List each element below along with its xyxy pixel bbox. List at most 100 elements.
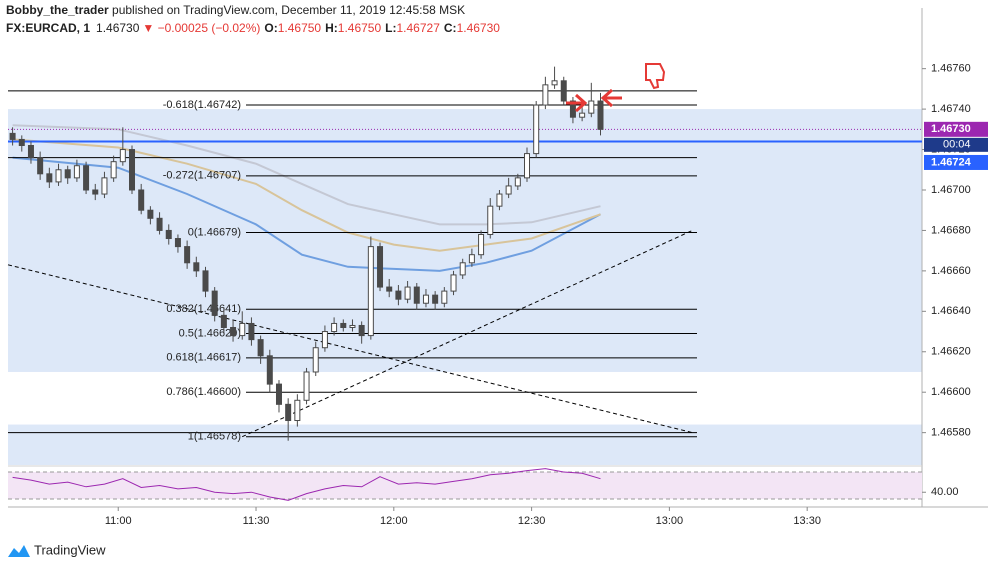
candle-body xyxy=(468,254,475,264)
candle-body xyxy=(147,209,154,219)
candle-body xyxy=(432,294,439,304)
candle-body xyxy=(450,274,457,292)
candle-body xyxy=(542,84,549,106)
open: 1.46750 xyxy=(278,21,322,35)
candle-body xyxy=(569,100,576,118)
x-tick-label: 11:00 xyxy=(105,515,132,527)
y-tick-label: 1.46640 xyxy=(931,305,971,317)
countdown-text: 00:04 xyxy=(943,139,971,151)
fib-label: 1(1.46578) xyxy=(188,431,241,443)
candle-body xyxy=(331,322,338,333)
candle-body xyxy=(551,80,558,86)
last: 1.46730 xyxy=(96,21,140,35)
arrow-right xyxy=(566,93,588,113)
candle-body xyxy=(349,324,356,328)
last-price-label-text: 1.46730 xyxy=(931,123,971,135)
candle-body xyxy=(230,326,237,337)
candle-body xyxy=(533,104,540,155)
fib-label: 0.618(1.46617) xyxy=(166,352,241,364)
blue-line-label-text: 1.46724 xyxy=(931,156,972,168)
candle-body xyxy=(165,229,172,240)
candle-body xyxy=(303,371,310,401)
candle-body xyxy=(358,324,365,337)
candle-body xyxy=(211,290,218,316)
countdown: 00:04 xyxy=(924,137,988,152)
countdown-box xyxy=(924,137,988,152)
blue-line-label-box xyxy=(924,154,988,170)
candle-body xyxy=(377,246,384,288)
logo-text: TradingView xyxy=(34,542,106,557)
arrow-marks xyxy=(566,88,622,113)
author: Bobby_the_trader xyxy=(6,3,109,17)
x-tick-label: 12:00 xyxy=(380,515,408,527)
x-tick-label: 13:30 xyxy=(793,515,821,527)
foreground-layer: 1.46580 1.46600 1.46620 1.46640 1.46660 1.466… xyxy=(9,63,988,527)
candle-body xyxy=(404,286,411,300)
moving-average xyxy=(12,124,601,226)
candle-body xyxy=(257,339,264,357)
x-tick-label: 13:00 xyxy=(656,515,684,527)
published: published on TradingView.com, December 1… xyxy=(109,3,465,17)
candle-body xyxy=(459,262,466,276)
candle-body xyxy=(395,290,402,300)
candle-body xyxy=(129,149,136,191)
fib-label: 0(1.46679) xyxy=(188,226,241,238)
candle-body xyxy=(73,165,80,179)
fib-label: 0.382(1.46641) xyxy=(166,303,241,315)
candle-body xyxy=(321,331,328,349)
candle-body xyxy=(83,165,90,191)
candle-body xyxy=(487,205,494,235)
candle-body xyxy=(560,80,567,102)
trendline xyxy=(241,229,693,438)
candle-body xyxy=(92,189,99,195)
candle-body xyxy=(478,233,485,256)
candle-body xyxy=(9,132,16,140)
blue-line-label: 1.46724 xyxy=(924,154,988,170)
candle-body xyxy=(184,246,191,264)
fib-label: -0.618(1.46742) xyxy=(163,99,241,111)
last-price-label: 1.46730 xyxy=(924,121,988,137)
candle-body xyxy=(27,145,34,159)
zone xyxy=(8,424,922,465)
candle-body xyxy=(588,100,595,114)
symbol-line: FX:EURCAD, 1 1.46730 ▼ −0.00025 (−0.02%) O:… xyxy=(6,21,500,35)
y-tick-label: 1.46760 xyxy=(931,63,971,75)
candle-body xyxy=(312,347,319,373)
candle-body xyxy=(202,270,209,292)
x-tick-label: 12:30 xyxy=(518,515,546,527)
candle-body xyxy=(138,189,145,211)
candle-body xyxy=(597,100,604,130)
change: ▼ −0.00025 (−0.02%) xyxy=(142,21,260,35)
candle-body xyxy=(441,290,448,304)
arrow-left xyxy=(600,88,622,108)
candle-body xyxy=(367,246,374,337)
thumb-icon xyxy=(645,63,666,90)
l-label: L: xyxy=(385,21,396,35)
moving-average xyxy=(12,156,601,272)
candle-body xyxy=(524,153,531,179)
fib-label: 0.5(1.46629) xyxy=(179,327,241,339)
candle-body xyxy=(386,286,393,292)
candle-body xyxy=(156,217,163,231)
h-label: H: xyxy=(325,21,338,35)
last-price-label-box xyxy=(924,121,988,137)
o-label: O: xyxy=(264,21,277,35)
candle-body xyxy=(413,286,420,304)
candle-body xyxy=(496,193,503,207)
c-label: C: xyxy=(444,21,457,35)
candle-body xyxy=(239,322,246,337)
y-tick-label: 1.46680 xyxy=(931,224,971,236)
header-line: Bobby_the_trader published on TradingVie… xyxy=(6,3,465,17)
logo-icon xyxy=(8,545,30,557)
candle-body xyxy=(220,314,227,328)
thumbs-down xyxy=(645,63,666,90)
y-tick-label: 1.46600 xyxy=(931,386,971,398)
candle-body xyxy=(110,161,117,179)
close: 1.46730 xyxy=(457,21,501,35)
candle-body xyxy=(248,322,255,341)
candle-body xyxy=(55,169,62,183)
candle-body xyxy=(505,185,512,195)
candle-body xyxy=(266,355,273,385)
high: 1.46750 xyxy=(338,21,382,35)
